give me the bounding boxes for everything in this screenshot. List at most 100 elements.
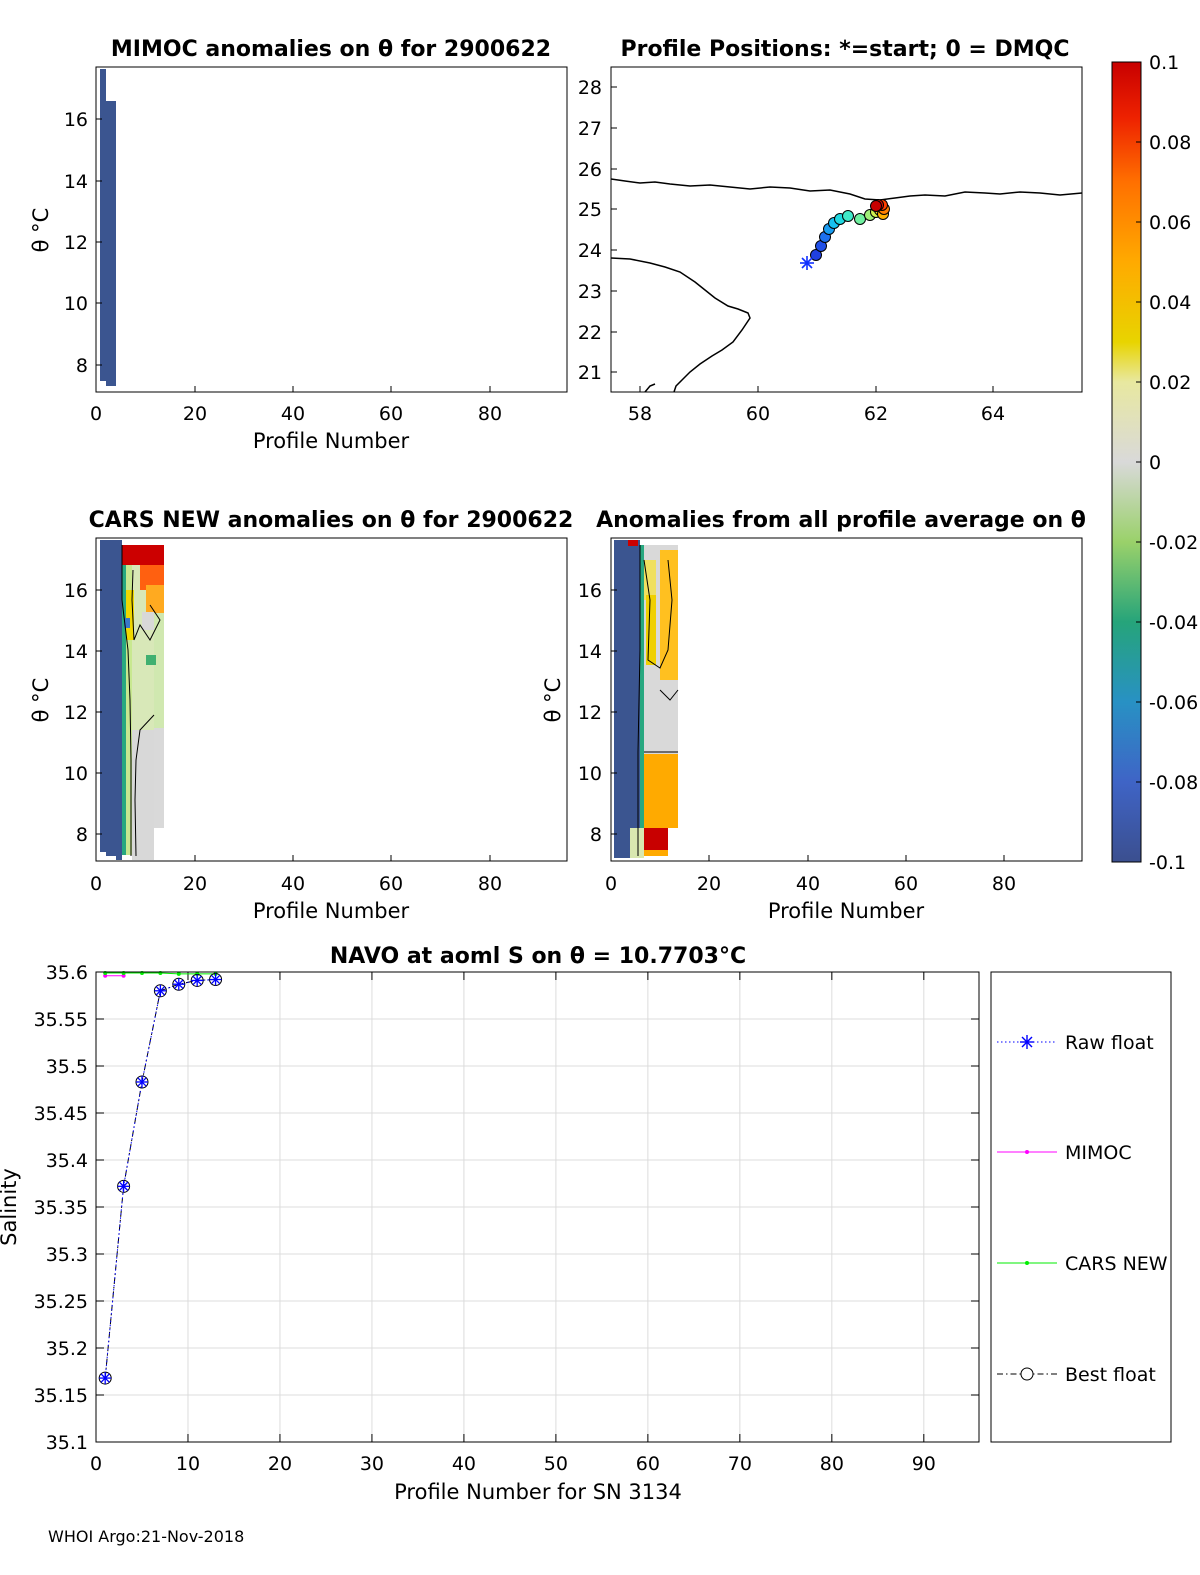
- salinity-ylabel: Salinity: [0, 1168, 21, 1246]
- x-tick-label: 30: [360, 1453, 384, 1475]
- map-axes-box: [610, 66, 1083, 393]
- mimoc-xtick: 60: [379, 403, 403, 425]
- y-tick-label: 35.35: [34, 1197, 88, 1219]
- mimoc-ylabel: θ °C: [29, 208, 53, 253]
- profile-position-marker: [842, 210, 854, 222]
- average-ytick: 16: [578, 580, 602, 602]
- y-tick-label: 35.25: [34, 1291, 88, 1313]
- cars-xtick: 40: [281, 873, 305, 895]
- raw-float-point: [154, 984, 167, 997]
- salinity-grid: [95, 971, 979, 1443]
- mimoc-ytick: 12: [64, 232, 88, 254]
- map-xtick: 64: [981, 403, 1005, 425]
- cars-xlabel: Profile Number: [253, 899, 410, 923]
- cars-ytick: 8: [76, 824, 88, 846]
- colorbar: 0.1 0.08 0.06 0.04 0.02 0 -0.02 -0.04 -0…: [1111, 52, 1198, 874]
- cars-contours: [121, 545, 161, 857]
- map-ytick: 21: [578, 362, 602, 384]
- mimoc-panel: MIMOC anomalies on θ for 2900622 16 14 1…: [29, 37, 568, 453]
- profile-position-marker: [854, 213, 866, 225]
- y-tick-label: 35.6: [46, 962, 88, 984]
- salinity-chart-title: NAVO at aoml S on θ = 10.7703°C: [330, 944, 746, 969]
- x-tick-label: 60: [636, 1453, 660, 1475]
- colorbar-tick: -0.1: [1149, 852, 1186, 874]
- average-title: Anomalies from all profile average on θ: [596, 508, 1086, 533]
- mimoc-xlabel: Profile Number: [253, 429, 410, 453]
- mimoc-title: MIMOC anomalies on θ for 2900622: [111, 37, 551, 62]
- x-tick-label: 10: [176, 1453, 200, 1475]
- salinity-chart: NAVO at aoml S on θ = 10.7703°C 0 10 20 30 4…: [0, 944, 1172, 1504]
- colorbar-tick: 0.08: [1149, 132, 1191, 154]
- mimoc-xtick: 20: [183, 403, 207, 425]
- best-float-marker-icon: [1020, 1367, 1034, 1381]
- x-tick-label: 70: [728, 1453, 752, 1475]
- average-ytick: 12: [578, 702, 602, 724]
- legend-label: CARS NEW: [1065, 1253, 1168, 1275]
- legend-label: Best float: [1065, 1364, 1156, 1386]
- colorbar-tick: 0.04: [1149, 292, 1191, 314]
- colorbar-tick: 0.02: [1149, 372, 1191, 394]
- mimoc-xtick: 0: [90, 403, 102, 425]
- y-tick-label: 35.4: [46, 1150, 88, 1172]
- average-xtick: 40: [796, 873, 820, 895]
- mimoc-ytick: 10: [64, 293, 88, 315]
- mimoc-axes-box: [95, 66, 568, 393]
- legend-label: Raw float: [1065, 1032, 1154, 1054]
- map-xtick: 60: [746, 403, 770, 425]
- cars-ytick: 16: [64, 580, 88, 602]
- raw-float-marker-icon: [1020, 1035, 1034, 1049]
- average-xtick: 80: [992, 873, 1016, 895]
- cars-xtick: 20: [183, 873, 207, 895]
- profile-position-marker: [810, 249, 822, 261]
- average-xlabel: Profile Number: [768, 899, 925, 923]
- map-ytick: 25: [578, 199, 602, 221]
- y-tick-label: 35.2: [46, 1338, 88, 1360]
- raw-float-point: [191, 974, 204, 987]
- cars-title: CARS NEW anomalies on θ for 2900622: [89, 508, 574, 533]
- x-tick-label: 20: [268, 1453, 292, 1475]
- colorbar-tick: 0.1: [1149, 52, 1179, 74]
- cars-panel: CARS NEW anomalies on θ for 2900622: [29, 508, 573, 923]
- y-tick-label: 35.55: [34, 1009, 88, 1031]
- x-tick-label: 0: [90, 1453, 102, 1475]
- mimoc-anomaly-column-2: [106, 101, 116, 386]
- mimoc-point: [121, 973, 126, 978]
- mimoc-marker-icon: [1025, 1150, 1029, 1154]
- raw-float-point: [117, 1180, 130, 1193]
- mimoc-ytick: 8: [76, 355, 88, 377]
- map-ytick: 28: [578, 77, 602, 99]
- colorbar-tick: 0.06: [1149, 212, 1191, 234]
- mimoc-ytick: 14: [64, 171, 88, 193]
- colorbar-tick: -0.02: [1149, 532, 1198, 554]
- map-panel: Profile Positions: *=start; 0 = DMQC: [578, 37, 1083, 425]
- y-tick-label: 35.45: [34, 1103, 88, 1125]
- map-ytick: 27: [578, 118, 602, 140]
- raw-float-point: [135, 1075, 148, 1088]
- cars-xtick: 60: [379, 873, 403, 895]
- x-tick-label: 90: [912, 1453, 936, 1475]
- cars-ytick: 14: [64, 641, 88, 663]
- mimoc-xtick: 40: [281, 403, 305, 425]
- y-tick-label: 35.3: [46, 1244, 88, 1266]
- colorbar-tick: -0.08: [1149, 772, 1198, 794]
- colorbar-tick: 0: [1149, 452, 1161, 474]
- mimoc-xtick: 80: [478, 403, 502, 425]
- colorbar-tick: -0.06: [1149, 692, 1198, 714]
- y-tick-label: 35.1: [46, 1432, 88, 1454]
- legend-entry-mimoc: MIMOC: [997, 1142, 1132, 1164]
- map-ytick: 23: [578, 281, 602, 303]
- average-xtick: 60: [894, 873, 918, 895]
- x-tick-label: 40: [452, 1453, 476, 1475]
- mimoc-point: [103, 973, 108, 978]
- map-title: Profile Positions: *=start; 0 = DMQC: [620, 37, 1069, 62]
- map-xtick: 58: [628, 403, 652, 425]
- average-ytick: 8: [590, 824, 602, 846]
- cars-axes-box: [95, 537, 568, 862]
- legend-entry-best-float: Best float: [997, 1364, 1156, 1386]
- average-axes-box: [610, 537, 1083, 862]
- average-ylabel: θ °C: [541, 678, 565, 723]
- map-coastline-fragment: [644, 383, 656, 392]
- cars-new-marker-icon: [1025, 1261, 1029, 1265]
- legend-entry-raw-float: Raw float: [997, 1032, 1154, 1054]
- y-tick-label: 35.5: [46, 1056, 88, 1078]
